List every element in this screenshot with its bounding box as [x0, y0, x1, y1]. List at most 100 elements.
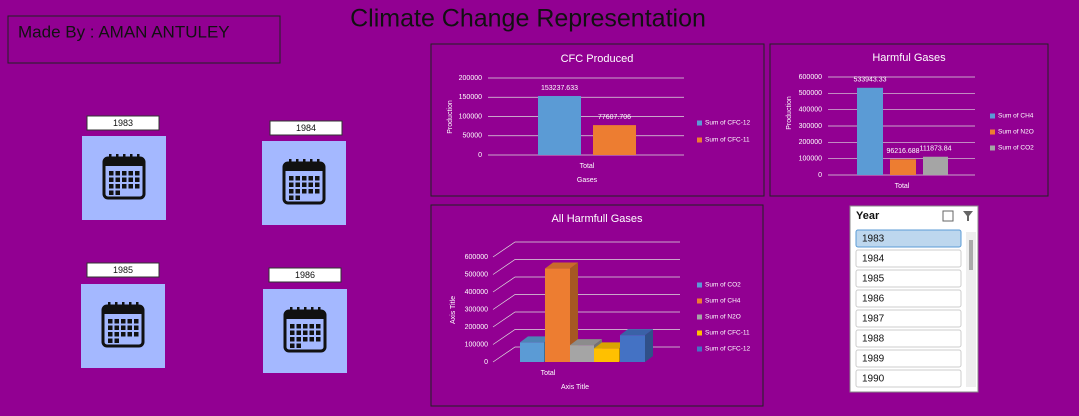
y-tick-label: 600000 [465, 254, 488, 261]
legend-swatch [697, 120, 702, 126]
calendar-day [127, 332, 132, 337]
slicer-item-label: 1988 [862, 334, 885, 345]
legend-label: Sum of CFC-11 [705, 137, 750, 144]
calendar-day [308, 182, 313, 187]
calendar-ring [304, 307, 307, 315]
x-tick-label: Total [580, 163, 595, 170]
calendar-day [121, 319, 126, 324]
calendar-ring [290, 307, 293, 315]
bar [593, 125, 636, 155]
calendar-day [121, 325, 126, 330]
grid-line [492, 311, 680, 328]
calendar-day [122, 171, 127, 176]
y-tick-label: 300000 [465, 306, 488, 313]
calendar-day [295, 176, 300, 181]
bar [594, 348, 619, 362]
bar-top [545, 262, 578, 269]
slicer-item[interactable] [855, 249, 962, 268]
bar-top [594, 342, 627, 349]
calendar-day [122, 184, 127, 189]
calendar-day [122, 177, 127, 182]
year-label: 1986 [295, 270, 315, 280]
calendar-day [109, 190, 114, 195]
grid-line [492, 241, 680, 258]
y-tick-label: 400000 [799, 107, 822, 114]
calendar-ring [108, 302, 111, 310]
calendar-day [128, 171, 133, 176]
chart-frame [769, 43, 1049, 197]
bar [923, 156, 948, 175]
y-tick-label: 500000 [799, 90, 822, 97]
calendar-day [128, 177, 133, 182]
slicer-item[interactable] [855, 269, 962, 288]
y-axis-label: Production [786, 96, 793, 130]
year-label-box [268, 267, 342, 283]
bar [545, 268, 570, 362]
slicer-item[interactable] [855, 229, 962, 248]
slicer-multiselect[interactable] [942, 210, 954, 222]
calendar-day [295, 182, 300, 187]
calendar-day [289, 195, 294, 200]
bar [857, 87, 883, 175]
calendar-day [315, 189, 320, 194]
x-tick-label: Total [895, 183, 910, 190]
bar [570, 345, 594, 362]
x-axis-label: Gases [577, 177, 598, 184]
calendar-ring [289, 159, 292, 167]
y-tick-label: 200000 [465, 324, 488, 331]
calendar-day [108, 325, 113, 330]
y-tick-label: 500000 [465, 271, 488, 278]
calendar-day [296, 337, 301, 342]
bar [890, 159, 916, 175]
calendar-day [109, 184, 114, 189]
calendar-day [121, 332, 126, 337]
calendar-day [115, 184, 120, 189]
slicer-scrollbar [966, 232, 976, 387]
slicer-clear-filter[interactable] [963, 211, 973, 221]
calendar-day [295, 195, 300, 200]
calendar-day [303, 337, 308, 342]
calendar-ring [129, 302, 132, 310]
slicer-item-label: 1985 [862, 274, 885, 285]
year-label-box [269, 120, 343, 136]
slicer-item-label: 1990 [862, 374, 885, 385]
slicer-item-label: 1987 [862, 314, 885, 325]
calendar-day [316, 324, 321, 329]
calendar-day [315, 182, 320, 187]
legend-label: Sum of CFC-12 [705, 120, 751, 127]
calendar-ring [303, 159, 306, 167]
slicer-item[interactable] [855, 329, 962, 348]
data-label: 153237.633 [541, 85, 578, 92]
slicer-item[interactable] [855, 309, 962, 328]
legend-swatch [697, 282, 702, 288]
slicer-item[interactable] [855, 289, 962, 308]
calendar-day [295, 189, 300, 194]
calendar-day [296, 324, 301, 329]
bar-side [645, 329, 653, 362]
calendar-ring [137, 154, 140, 162]
calendar-day [303, 324, 308, 329]
slicer-item[interactable] [855, 349, 962, 368]
x-axis-label: Axis Title [561, 384, 589, 391]
calendar-ring [296, 159, 299, 167]
legend-swatch [697, 314, 702, 320]
calendar-day [308, 176, 313, 181]
x-tick-label: Total [541, 370, 556, 377]
legend-swatch [990, 145, 995, 151]
calendar-ring [130, 154, 133, 162]
legend-swatch [990, 113, 995, 119]
calendar-day [290, 337, 295, 342]
chart-title: All Harmfull Gases [551, 213, 643, 225]
bar [520, 342, 544, 362]
legend-label: Sum of N2O [998, 129, 1034, 136]
calendar-day [127, 325, 132, 330]
calendar-day [115, 171, 120, 176]
chart-title: CFC Produced [561, 53, 634, 65]
calendar-day [114, 325, 119, 330]
bar [620, 335, 645, 362]
made-by-box [7, 15, 281, 64]
slicer-scroll-thumb[interactable] [969, 240, 973, 270]
calendar-ring [123, 154, 126, 162]
year-label: 1984 [296, 123, 316, 133]
slicer-item[interactable] [855, 369, 962, 388]
